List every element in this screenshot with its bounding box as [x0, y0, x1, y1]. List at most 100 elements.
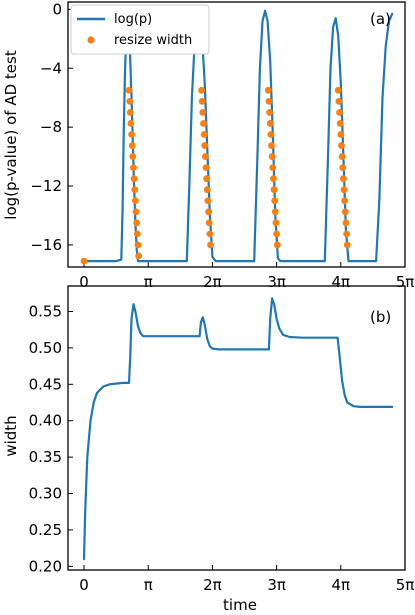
- panel-a-resize-marker: [342, 219, 350, 227]
- panel-a-resize-marker: [133, 230, 141, 238]
- panel-a-resize-marker: [200, 131, 208, 138]
- panel-a-resize-marker: [339, 175, 347, 183]
- panel-b-series-line: [82, 297, 394, 561]
- panel-a-ylabel: log(p-value) of AD test: [2, 50, 20, 220]
- panel-a-resize-marker: [127, 120, 135, 127]
- panel-b-ytick-label: 0.20: [29, 557, 62, 575]
- panel-a-resize-marker: [341, 208, 349, 216]
- panel-a-resize-marker: [264, 86, 272, 94]
- legend-marker-swatch: [87, 36, 95, 44]
- panel-a-resize-marker: [198, 86, 205, 94]
- panel-b-xtick-label: 4π: [332, 576, 351, 594]
- panel-a-resize-marker: [272, 219, 280, 227]
- panel-b-xtick-label: π: [144, 576, 153, 594]
- panel-a-ytick-label: −4: [40, 59, 62, 77]
- panel-a-resize-marker: [206, 230, 214, 238]
- legend: log(p) resize width: [70, 4, 210, 55]
- panel-a-xtick-label: 0: [79, 273, 89, 291]
- panel-b-ytick-label: 0.50: [29, 339, 62, 357]
- panel-a-ytick-label: 0: [52, 0, 62, 18]
- panel-a-resize-marker: [271, 208, 279, 216]
- panel-a-resize-marker: [201, 142, 209, 149]
- panel-b-ytick-label: 0.55: [29, 302, 62, 320]
- panel-a-resize-marker: [203, 186, 211, 194]
- panel-a-resize-marker: [273, 241, 281, 249]
- panel-b-ytick-label: 0.35: [29, 448, 62, 466]
- panel-a-resize-marker: [201, 153, 209, 160]
- panel-a-series: [80, 9, 394, 265]
- panel-a-resize-marker: [80, 257, 88, 265]
- panel-a-resize-marker: [131, 186, 139, 194]
- panel-a-resize-marker: [271, 197, 279, 205]
- panel-a-tag: (a): [370, 10, 391, 28]
- panel-b-ytick-label: 0.25: [29, 521, 62, 539]
- panel-b-xtick-label: 2π: [203, 576, 222, 594]
- panel-a: log(p-value) of AD test 0 π 2π 3π 4π 5π0−4−8−…: [2, 0, 414, 291]
- panel-a-resize-marker: [270, 186, 278, 194]
- panel-a-series-line: [82, 9, 394, 263]
- panel-b-xlabel: time: [223, 596, 257, 614]
- panel-b-ytick-label: 0.45: [29, 375, 62, 393]
- panel-a-resize-marker: [132, 197, 139, 205]
- panel-a-resize-marker: [126, 109, 134, 116]
- panel-a-resize-marker: [343, 241, 351, 249]
- panel-a-resize-marker: [205, 208, 212, 216]
- panel-b-ticks: 0 π 2π 3π 4π 5π 0.20 0.25 0.30 0.35 0.40 0.45 0.50 0.…: [29, 302, 415, 594]
- panel-a-resize-marker: [336, 120, 344, 127]
- legend-box: [70, 4, 210, 55]
- panel-a-resize-marker: [135, 252, 143, 260]
- panel-a-resize-marker: [268, 142, 275, 149]
- panel-a-resize-marker: [338, 153, 346, 160]
- panel-a-resize-marker: [126, 97, 134, 105]
- panel-a-ytick-label: −8: [40, 118, 62, 136]
- panel-a-resize-marker: [337, 131, 345, 138]
- panel-a-resize-marker: [335, 97, 343, 105]
- panel-b-tag: (b): [370, 308, 391, 326]
- panel-a-resize-marker: [134, 241, 142, 249]
- panel-a-resize-marker: [133, 219, 141, 227]
- panel-a-resize-marker: [207, 241, 214, 249]
- panel-a-resize-marker: [198, 97, 206, 105]
- panel-b-xtick-label: 3π: [267, 576, 286, 594]
- panel-a-resize-marker: [204, 197, 212, 205]
- panel-a-resize-marker: [273, 230, 281, 238]
- panel-a-resize-marker: [338, 142, 345, 149]
- panel-a-resize-marker: [340, 186, 348, 194]
- panel-a-resize-marker: [334, 86, 342, 94]
- panel-a-resize-marker: [129, 153, 137, 160]
- panel-b-series: [82, 297, 394, 561]
- panel-a-xtick-label: 2π: [203, 273, 222, 291]
- panel-a-resize-marker: [341, 197, 349, 205]
- panel-a-resize-marker: [267, 131, 275, 138]
- panel-a-resize-marker: [268, 153, 276, 160]
- panel-a-resize-marker: [128, 131, 135, 138]
- panel-a-resize-marker: [200, 120, 207, 127]
- panel-b-ytick-label: 0.40: [29, 412, 62, 430]
- panel-b-xtick-label: 5π: [396, 576, 415, 594]
- panel-a-resize-marker: [125, 86, 133, 94]
- panel-b: width time 0 π 2π 3π 4π 5π 0.20 0.25 0.30 0.35 0.4…: [2, 285, 415, 614]
- panel-a-resize-marker: [269, 164, 277, 172]
- panel-b-ylabel: width: [2, 415, 20, 456]
- panel-a-resize-marker: [336, 109, 343, 116]
- panel-a-xtick-label: 3π: [267, 273, 286, 291]
- panel-a-resize-marker: [128, 142, 136, 149]
- panel-a-frame: [67, 1, 406, 268]
- panel-b-xtick-label: 0: [79, 576, 89, 594]
- legend-label-resize: resize width: [114, 33, 192, 48]
- panel-a-resize-marker: [130, 175, 138, 183]
- panel-a-resize-marker: [270, 175, 277, 183]
- panel-a-resize-marker: [202, 164, 210, 172]
- panel-a-resize-marker: [130, 164, 137, 172]
- panel-b-frame: [67, 285, 406, 571]
- panel-a-resize-marker: [339, 164, 347, 172]
- panel-a-resize-marker: [343, 230, 350, 238]
- panel-a-resize-marker: [203, 175, 211, 183]
- panel-a-resize-marker: [266, 120, 274, 127]
- panel-a-resize-marker: [205, 219, 213, 227]
- panel-b-ytick-label: 0.30: [29, 485, 62, 503]
- panel-a-xtick-label: 4π: [332, 273, 351, 291]
- legend-label-logp: log(p): [114, 12, 152, 27]
- panel-a-xtick-label: π: [144, 273, 153, 291]
